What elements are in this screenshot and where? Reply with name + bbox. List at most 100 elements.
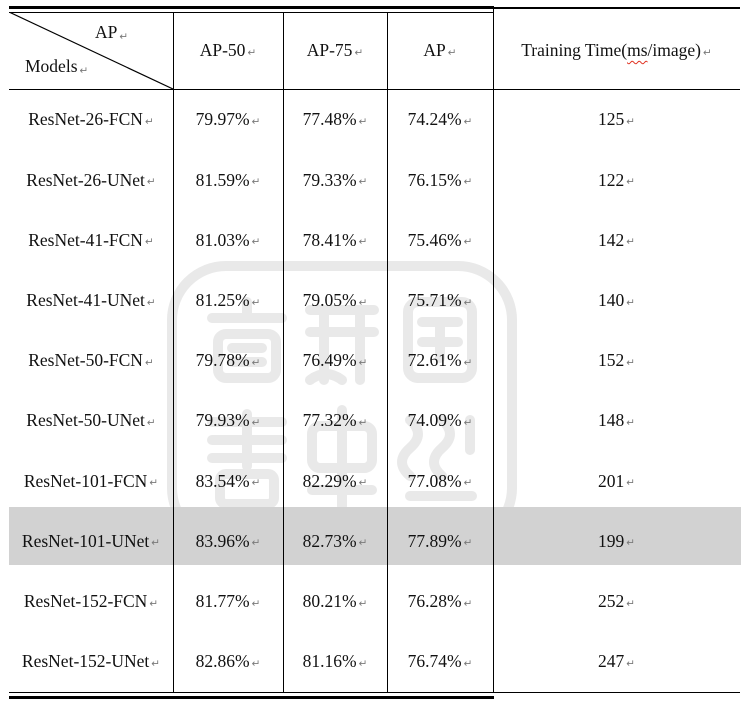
model-name-cell[interactable]: ResNet-152-UNet ↵ xyxy=(9,632,173,692)
paragraph-mark: ↵ xyxy=(146,417,156,430)
model-name: ResNet-50-UNet xyxy=(26,410,145,431)
paragraph-mark: ↵ xyxy=(251,477,261,490)
training-time-cell[interactable]: 152 ↵ xyxy=(493,331,740,391)
ap-value: 76.28% xyxy=(407,590,462,611)
ap50-cell[interactable]: 82.86% ↵ xyxy=(173,632,283,692)
ap50-cell[interactable]: 83.96% ↵ xyxy=(173,511,283,571)
ap75-cell[interactable]: 76.49% ↵ xyxy=(283,331,387,391)
paragraph-mark: ↵ xyxy=(463,477,473,490)
header-ap75[interactable]: AP-75 ↵ xyxy=(283,12,387,89)
table-border-top-right xyxy=(493,6,740,9)
column-divider-1 xyxy=(173,12,175,692)
training-time-misspelled-word: ms xyxy=(627,39,648,60)
training-time-cell[interactable]: 148 ↵ xyxy=(493,391,740,451)
paragraph-mark: ↵ xyxy=(358,296,368,309)
table-row: ResNet-101-FCN ↵ 83.54% ↵ 82.29% ↵ 77.08% ↵ … xyxy=(9,451,740,511)
training-time-cell[interactable]: 122 ↵ xyxy=(493,150,740,210)
ap50-cell[interactable]: 79.78% ↵ xyxy=(173,331,283,391)
model-name-cell[interactable]: ResNet-26-UNet ↵ xyxy=(9,150,173,210)
header-diagonal-cell[interactable]: AP ↵ Models ↵ xyxy=(9,12,173,89)
ap75-value: 78.41% xyxy=(302,229,357,250)
ap50-cell[interactable]: 81.59% ↵ xyxy=(173,150,283,210)
paragraph-mark: ↵ xyxy=(447,46,457,59)
training-time-value: 125 xyxy=(597,109,625,130)
model-name-cell[interactable]: ResNet-26-FCN ↵ xyxy=(9,90,173,150)
training-time-cell[interactable]: 252 ↵ xyxy=(493,572,740,632)
training-time-value: 247 xyxy=(597,651,625,672)
paragraph-mark: ↵ xyxy=(626,477,636,490)
ap50-value: 82.86% xyxy=(195,651,250,672)
table-row: ResNet-26-UNet ↵ 81.59% ↵ 79.33% ↵ 76.15% ↵ … xyxy=(9,150,740,210)
header-training-time[interactable]: Training Time(ms/image) ↵ xyxy=(493,12,740,89)
table-border-bottom-thin xyxy=(9,692,740,694)
training-time-value: 122 xyxy=(597,169,625,190)
ap-cell[interactable]: 76.74% ↵ xyxy=(387,632,493,692)
training-time-value: 140 xyxy=(597,289,625,310)
ap75-cell[interactable]: 78.41% ↵ xyxy=(283,210,387,270)
header-ap[interactable]: AP ↵ xyxy=(387,12,493,89)
model-name-cell[interactable]: ResNet-41-UNet ↵ xyxy=(9,271,173,331)
ap-cell[interactable]: 72.61% ↵ xyxy=(387,331,493,391)
training-time-value: 152 xyxy=(597,350,625,371)
ap50-value: 79.78% xyxy=(195,350,250,371)
ap50-cell[interactable]: 79.93% ↵ xyxy=(173,391,283,451)
header-ap-label: AP xyxy=(423,39,446,60)
paragraph-mark: ↵ xyxy=(358,537,368,550)
training-time-cell[interactable]: 247 ↵ xyxy=(493,632,740,692)
model-name: ResNet-26-UNet xyxy=(26,169,145,190)
training-time-cell[interactable]: 142 ↵ xyxy=(493,210,740,270)
ap75-cell[interactable]: 79.05% ↵ xyxy=(283,271,387,331)
ap75-cell[interactable]: 79.33% ↵ xyxy=(283,150,387,210)
model-name-cell[interactable]: ResNet-50-FCN ↵ xyxy=(9,331,173,391)
ap50-value: 79.93% xyxy=(195,410,250,431)
ap75-cell[interactable]: 81.16% ↵ xyxy=(283,632,387,692)
header-ap-axis-label: AP ↵ xyxy=(95,22,129,43)
model-name-cell[interactable]: ResNet-101-UNet ↵ xyxy=(9,511,173,571)
header-ap50[interactable]: AP-50 ↵ xyxy=(173,12,283,89)
training-time-cell[interactable]: 199 ↵ xyxy=(493,511,740,571)
paragraph-mark: ↵ xyxy=(144,116,154,129)
model-name-cell[interactable]: ResNet-152-FCN ↵ xyxy=(9,572,173,632)
ap50-cell[interactable]: 79.97% ↵ xyxy=(173,90,283,150)
paragraph-mark: ↵ xyxy=(626,356,636,369)
paragraph-mark: ↵ xyxy=(358,356,368,369)
ap-cell[interactable]: 77.89% ↵ xyxy=(387,511,493,571)
ap75-cell[interactable]: 82.73% ↵ xyxy=(283,511,387,571)
ap50-cell[interactable]: 81.77% ↵ xyxy=(173,572,283,632)
paragraph-mark: ↵ xyxy=(251,356,261,369)
model-name: ResNet-101-UNet xyxy=(21,530,150,551)
ap75-cell[interactable]: 77.48% ↵ xyxy=(283,90,387,150)
ap75-cell[interactable]: 77.32% ↵ xyxy=(283,391,387,451)
ap-cell[interactable]: 75.71% ↵ xyxy=(387,271,493,331)
table-row: ResNet-50-UNet ↵ 79.93% ↵ 77.32% ↵ 74.09% ↵ … xyxy=(9,391,740,451)
paragraph-mark: ↵ xyxy=(463,296,473,309)
ap75-value: 76.49% xyxy=(302,350,357,371)
model-name-cell[interactable]: ResNet-101-FCN ↵ xyxy=(9,451,173,511)
ap-cell[interactable]: 75.46% ↵ xyxy=(387,210,493,270)
ap-cell[interactable]: 74.09% ↵ xyxy=(387,391,493,451)
ap75-cell[interactable]: 80.21% ↵ xyxy=(283,572,387,632)
ap-cell[interactable]: 76.15% ↵ xyxy=(387,150,493,210)
ap50-cell[interactable]: 83.54% ↵ xyxy=(173,451,283,511)
paragraph-mark: ↵ xyxy=(463,537,473,550)
paragraph-mark: ↵ xyxy=(626,597,636,610)
table-row: ResNet-152-UNet ↵ 82.86% ↵ 81.16% ↵ 76.74% ↵… xyxy=(9,632,740,692)
training-time-cell[interactable]: 140 ↵ xyxy=(493,271,740,331)
training-time-value: 148 xyxy=(597,410,625,431)
training-time-cell[interactable]: 201 ↵ xyxy=(493,451,740,511)
ap-cell[interactable]: 74.24% ↵ xyxy=(387,90,493,150)
ap50-cell[interactable]: 81.03% ↵ xyxy=(173,210,283,270)
ap75-cell[interactable]: 82.29% ↵ xyxy=(283,451,387,511)
training-time-value: 252 xyxy=(597,590,625,611)
model-name-cell[interactable]: ResNet-50-UNet ↵ xyxy=(9,391,173,451)
ap75-value: 81.16% xyxy=(302,651,357,672)
ap50-cell[interactable]: 81.25% ↵ xyxy=(173,271,283,331)
paragraph-mark: ↵ xyxy=(358,236,368,249)
training-time-cell[interactable]: 125 ↵ xyxy=(493,90,740,150)
ap50-value: 81.59% xyxy=(195,169,250,190)
ap-cell[interactable]: 76.28% ↵ xyxy=(387,572,493,632)
model-name: ResNet-26-FCN xyxy=(28,109,143,130)
ap-cell[interactable]: 77.08% ↵ xyxy=(387,451,493,511)
model-name-cell[interactable]: ResNet-41-FCN ↵ xyxy=(9,210,173,270)
